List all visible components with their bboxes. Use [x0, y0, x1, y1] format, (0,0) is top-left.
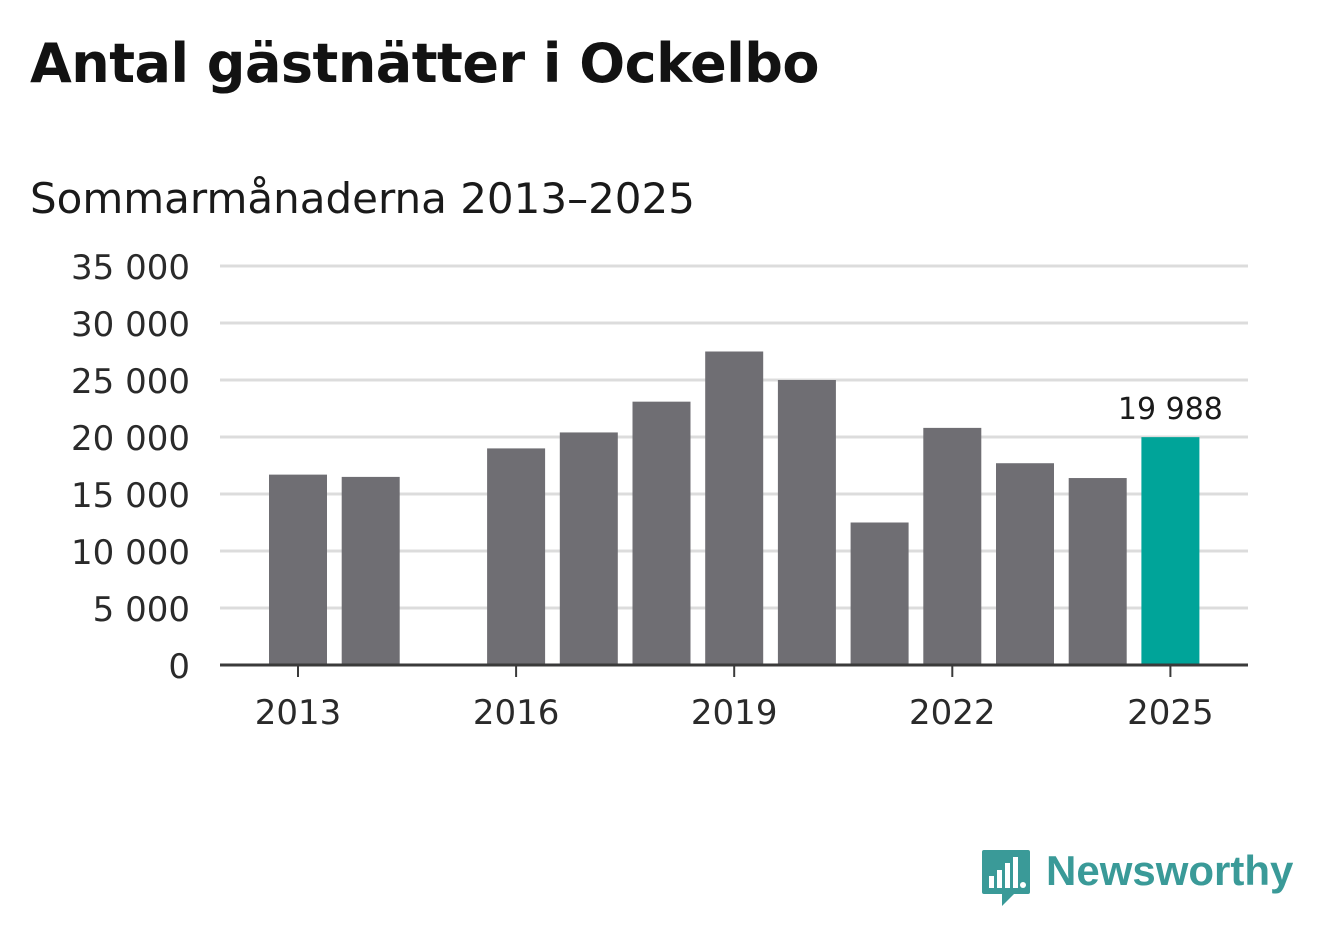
- y-tick-label: 5 000: [93, 590, 190, 630]
- y-tick-label: 35 000: [71, 248, 190, 288]
- bar-2014: [341, 476, 400, 665]
- x-tick-label: 2022: [909, 693, 996, 733]
- y-tick-label: 15 000: [71, 476, 190, 516]
- newsworthy-logo-icon: [982, 850, 1030, 906]
- x-tick-label: 2016: [473, 693, 560, 733]
- bar-2023: [996, 463, 1054, 665]
- bar-2016: [487, 448, 546, 665]
- bar-2017: [559, 432, 618, 665]
- y-tick-label: 20 000: [71, 419, 190, 459]
- newsworthy-logo: Newsworthy: [980, 847, 1294, 910]
- bar-2020: [777, 380, 836, 665]
- bar-2018: [632, 401, 691, 665]
- bar-2022: [923, 427, 982, 665]
- brand-name: Newsworthy: [1046, 847, 1294, 894]
- data-label: 19 988: [1118, 392, 1223, 427]
- bar-2013: [269, 474, 327, 665]
- y-tick-label: 10 000: [71, 533, 190, 573]
- chart-title: Antal gästnätter i Ockelbo: [30, 32, 819, 95]
- bar-2019: [705, 351, 764, 665]
- x-tick-label: 2025: [1127, 693, 1214, 733]
- y-tick-label: 30 000: [71, 305, 190, 345]
- x-tick-label: 2013: [255, 693, 342, 733]
- y-tick-label: 25 000: [71, 362, 190, 402]
- y-tick-label: 0: [168, 647, 190, 687]
- bar-2024: [1068, 478, 1127, 665]
- chart-subtitle: Sommarmånaderna 2013–2025: [30, 174, 695, 223]
- bar-chart: 0 5 000 10 000 15 000 20 000 25 000 30 000 35 0…: [71, 248, 1248, 733]
- x-tick-label: 2019: [691, 693, 778, 733]
- bar-2025: [1141, 437, 1200, 665]
- bar-2021: [850, 522, 909, 665]
